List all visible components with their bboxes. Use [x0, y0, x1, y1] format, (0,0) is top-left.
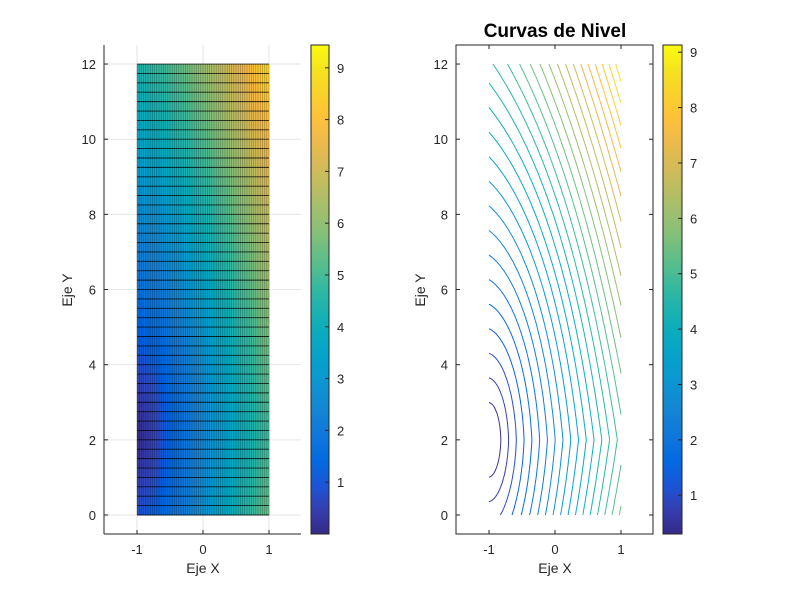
contour-level	[572, 63, 622, 222]
left-x-label: Eje X	[186, 560, 220, 576]
y-tick-label: 10	[82, 132, 96, 147]
right-colorbar: 1 2 3 4 5 6 7 8 9	[662, 44, 697, 535]
x-tick-label: 0	[199, 542, 206, 557]
x-tick-label: -1	[131, 542, 143, 557]
left-colorbar: 1 2 3 4 5 6 7 8 9	[310, 44, 344, 535]
y-tick-label: 0	[89, 508, 96, 523]
x-tick-label: 0	[551, 542, 558, 557]
contour-level	[594, 63, 622, 149]
contour-level	[488, 402, 502, 478]
contour-level	[488, 230, 556, 516]
left-y-label: Eje Y	[59, 273, 75, 307]
y-tick-label: 2	[89, 433, 96, 448]
contour-level	[601, 63, 622, 126]
colorbar-tick-label: 2	[337, 423, 344, 438]
colorbar-tick-label: 1	[337, 475, 344, 490]
colorbar-tick-label: 2	[690, 433, 697, 448]
contour-level	[529, 63, 622, 516]
contour-level	[539, 63, 622, 338]
colorbar-tick-label: 3	[690, 377, 697, 392]
y-tick-label: 0	[441, 508, 448, 523]
colorbar-tick-label: 3	[337, 372, 344, 387]
colorbar-tick-label: 1	[690, 488, 697, 503]
y-tick-label: 12	[434, 57, 448, 72]
y-tick-label: 12	[82, 57, 96, 72]
colorbar-tick-label: 5	[337, 268, 344, 283]
contour-level	[587, 63, 622, 172]
contour-level	[488, 82, 603, 516]
contour-level	[507, 63, 618, 516]
colorbar-tick-label: 8	[337, 113, 344, 128]
right-x-label: Eje X	[538, 560, 572, 576]
colorbar-tick-label: 6	[337, 216, 344, 231]
contour-level	[615, 63, 622, 82]
colorbar-tick-label: 9	[690, 45, 697, 60]
right-y-label: Eje Y	[412, 273, 428, 307]
contour-level	[492, 63, 611, 516]
contour-level	[488, 328, 525, 516]
contour-level	[488, 377, 510, 503]
colorbar-tick-label: 4	[337, 320, 344, 335]
contour-level	[488, 254, 548, 516]
contour-level	[488, 352, 517, 516]
y-tick-label: 6	[441, 283, 448, 298]
contour-level	[565, 63, 622, 248]
contour-level	[548, 63, 622, 306]
contour-level	[580, 63, 622, 197]
y-tick-label: 2	[441, 433, 448, 448]
contour-title: Curvas de Nivel	[484, 21, 627, 42]
contour-level	[608, 63, 622, 104]
colorbar-tick-label: 4	[690, 322, 697, 337]
y-tick-label: 8	[89, 207, 96, 222]
contour-lines	[488, 63, 622, 516]
contour-level	[488, 107, 595, 516]
contour-level	[556, 63, 622, 276]
y-tick-label: 6	[89, 283, 96, 298]
x-tick-label: 1	[617, 542, 624, 557]
y-tick-label: 8	[441, 207, 448, 222]
colorbar-tick-label: 7	[690, 156, 697, 171]
colorbar-tick-label: 8	[690, 101, 697, 116]
contour-level	[488, 180, 572, 516]
y-tick-label: 10	[434, 132, 448, 147]
surface-patches	[136, 63, 270, 516]
contour-level	[519, 63, 622, 516]
y-tick-label: 4	[441, 358, 448, 373]
x-tick-label: 1	[265, 542, 272, 557]
contour-level	[488, 205, 564, 516]
x-tick-label: -1	[483, 542, 495, 557]
colorbar-tick-label: 5	[690, 267, 697, 282]
y-tick-label: 4	[89, 358, 96, 373]
contour-level	[488, 131, 587, 516]
contour-level	[488, 303, 533, 516]
colorbar-tick-label: 6	[690, 211, 697, 226]
contour-level	[488, 156, 579, 516]
contour-level	[488, 279, 541, 516]
colorbar-tick-label: 9	[337, 61, 344, 76]
colorbar-tick-label: 7	[337, 164, 344, 179]
